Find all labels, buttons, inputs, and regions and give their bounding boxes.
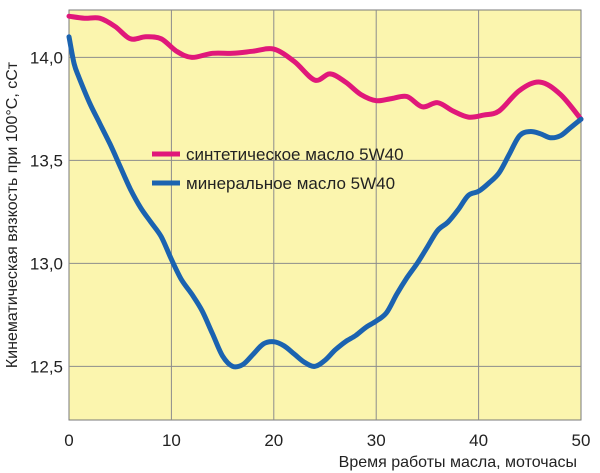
x-tick-label: 0: [64, 431, 73, 450]
x-tick-label: 50: [572, 431, 591, 450]
x-tick-label: 10: [162, 431, 181, 450]
y-tick-label: 13,5: [30, 151, 63, 170]
legend: синтетическое масло 5W40 минеральное мас…: [152, 145, 404, 193]
x-tick-label: 40: [469, 431, 488, 450]
series-line-synthetic: [66, 13, 584, 122]
x-axis-label: Время работы масла, моточасы: [339, 454, 577, 471]
series-line-mineral: [66, 34, 584, 370]
legend-label-synthetic: синтетическое масло 5W40: [186, 145, 404, 164]
y-tick-label: 13,0: [30, 254, 63, 273]
series-layer: [66, 13, 584, 370]
x-tick-label: 30: [367, 431, 386, 450]
y-tick-label: 12,5: [30, 357, 63, 376]
grid: [69, 10, 581, 420]
x-tick-label: 20: [264, 431, 283, 450]
y-axis-label: Кинематическая вязкость при 100°С, сСт: [4, 61, 21, 368]
legend-label-mineral: минеральное масло 5W40: [186, 174, 395, 193]
y-tick-label: 14,0: [30, 48, 63, 67]
tick-labels: 0 10 20 30 40 50 12,5 13,0 13,5 14,0: [30, 48, 591, 450]
